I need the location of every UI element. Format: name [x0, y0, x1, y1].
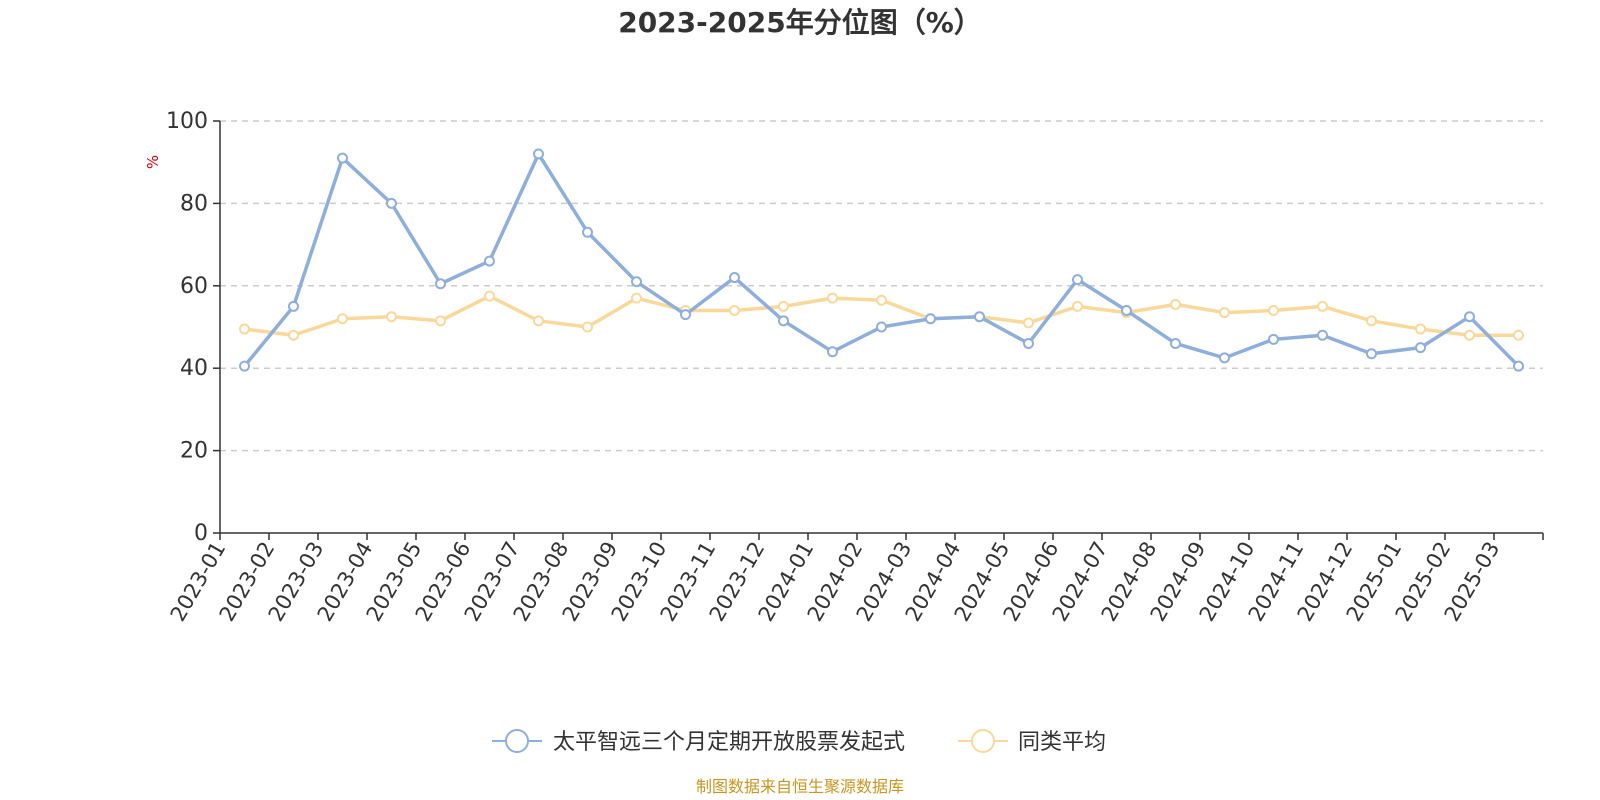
data-point[interactable]: [1219, 307, 1230, 319]
data-point[interactable]: [974, 311, 985, 323]
data-point[interactable]: [582, 226, 593, 238]
data-point[interactable]: [1464, 329, 1475, 341]
data-point[interactable]: [484, 255, 495, 267]
chart-title: 2023-2025年分位图（%）: [618, 6, 982, 39]
data-point[interactable]: [1170, 337, 1181, 349]
legend-item[interactable]: 太平智远三个月定期开放股票发起式: [492, 729, 905, 755]
data-point[interactable]: [827, 292, 838, 304]
data-point[interactable]: [435, 278, 446, 290]
data-point[interactable]: [631, 292, 642, 304]
y-axis-label: %: [144, 155, 162, 169]
data-point[interactable]: [1219, 352, 1230, 364]
data-point[interactable]: [239, 360, 250, 372]
data-point[interactable]: [778, 315, 789, 327]
data-point[interactable]: [337, 152, 348, 164]
data-point[interactable]: [435, 315, 446, 327]
data-point[interactable]: [778, 300, 789, 312]
data-point[interactable]: [1023, 317, 1034, 329]
data-point[interactable]: [1366, 348, 1377, 360]
data-point[interactable]: [1023, 337, 1034, 349]
legend-swatch-marker: [505, 729, 529, 753]
data-point[interactable]: [1268, 333, 1279, 345]
grid-lines: [220, 120, 1543, 452]
data-point[interactable]: [1415, 323, 1426, 335]
legend-label: 太平智远三个月定期开放股票发起式: [553, 730, 905, 755]
data-point[interactable]: [484, 290, 495, 302]
data-point[interactable]: [876, 321, 887, 333]
data-point[interactable]: [1317, 329, 1328, 341]
data-point[interactable]: [288, 329, 299, 341]
data-point[interactable]: [1415, 342, 1426, 354]
data-point[interactable]: [1121, 305, 1132, 317]
data-point[interactable]: [1513, 329, 1524, 341]
data-point[interactable]: [1072, 300, 1083, 312]
data-point[interactable]: [1464, 311, 1475, 323]
data-point[interactable]: [386, 197, 397, 209]
data-point[interactable]: [1513, 360, 1524, 372]
series-0: [239, 148, 1524, 372]
legend-swatch-marker: [971, 729, 995, 753]
data-point[interactable]: [386, 311, 397, 323]
data-point[interactable]: [1317, 300, 1328, 312]
data-point[interactable]: [239, 323, 250, 335]
legend-item[interactable]: 同类平均: [958, 729, 1106, 755]
data-point[interactable]: [827, 346, 838, 358]
y-tick-label: 80: [180, 191, 208, 216]
data-point[interactable]: [1268, 305, 1279, 317]
legend[interactable]: 太平智远三个月定期开放股票发起式 同类平均: [492, 729, 1106, 755]
series-1: [239, 290, 1524, 341]
data-point[interactable]: [1170, 298, 1181, 310]
data-point[interactable]: [1072, 274, 1083, 286]
y-tick-label: 0: [194, 521, 208, 546]
data-point[interactable]: [582, 321, 593, 333]
y-tick-label: 60: [180, 274, 208, 299]
data-point[interactable]: [288, 300, 299, 312]
y-tick-label: 20: [180, 439, 208, 464]
data-point[interactable]: [533, 315, 544, 327]
y-tick-label: 40: [180, 356, 208, 381]
data-point[interactable]: [876, 294, 887, 306]
data-point[interactable]: [680, 309, 691, 321]
data-point[interactable]: [729, 272, 740, 284]
series-layer: [239, 148, 1524, 372]
data-point[interactable]: [925, 313, 936, 325]
data-point[interactable]: [1366, 315, 1377, 327]
legend-label: 同类平均: [1018, 730, 1106, 755]
data-point[interactable]: [533, 148, 544, 160]
data-point[interactable]: [729, 305, 740, 317]
y-tick-label: 100: [166, 109, 208, 134]
data-point[interactable]: [631, 276, 642, 288]
data-point[interactable]: [337, 313, 348, 325]
source-note: 制图数据来自恒生聚源数据库: [696, 777, 904, 796]
